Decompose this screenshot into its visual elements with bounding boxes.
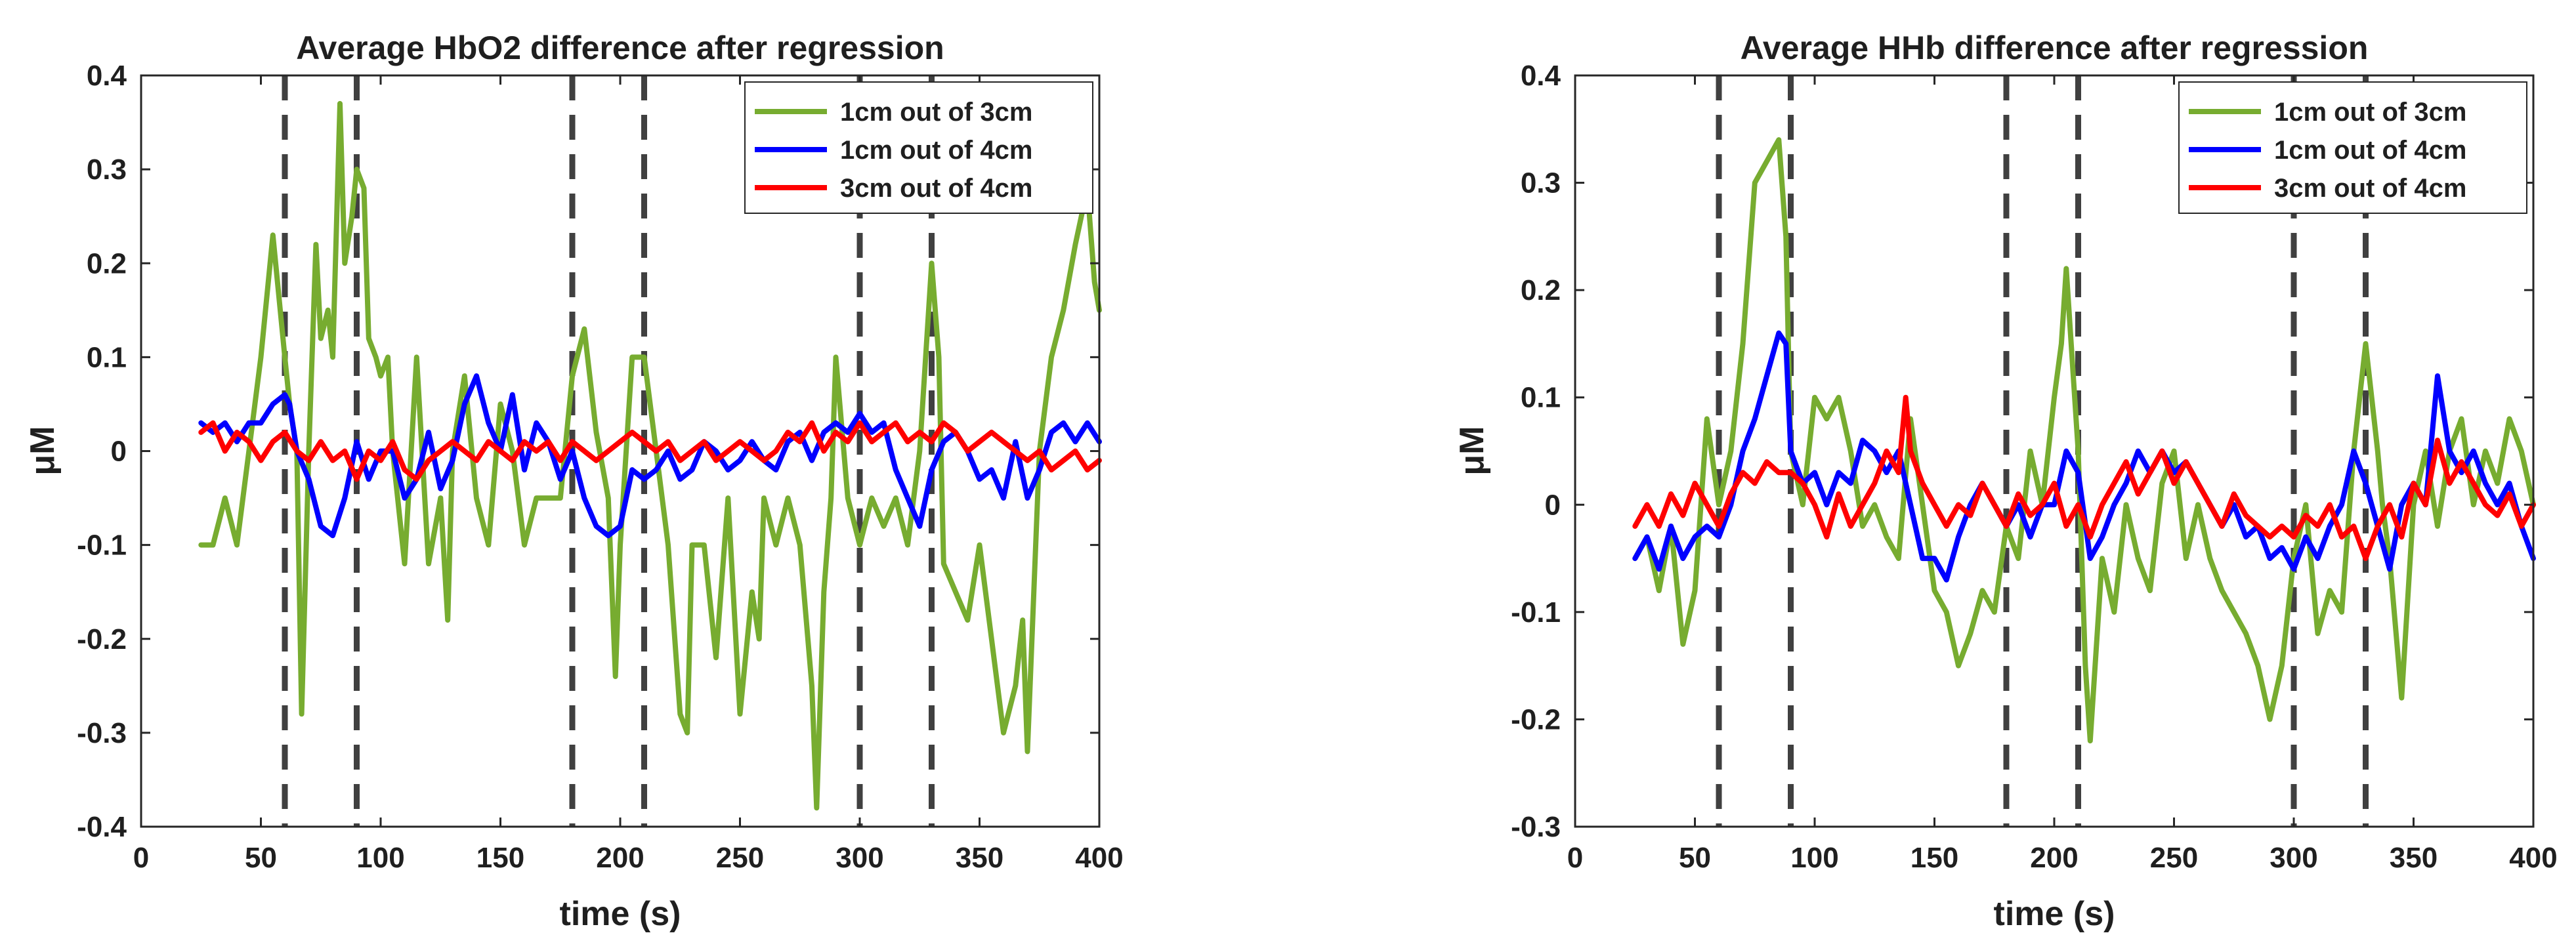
y-tick-label: -0.1 — [1511, 596, 1561, 629]
x-ticks-hbo2: 0 50 100 150 200 250 300 350 400 — [133, 75, 1124, 874]
series-line — [198, 100, 1102, 811]
x-ticks-hhb: 0 50 100 150 200 250 300 350 400 — [1567, 75, 2558, 874]
y-tick-label: 0.2 — [87, 247, 127, 279]
y-axis-label-hhb: μM — [1453, 426, 1491, 475]
series-line — [1632, 137, 2536, 744]
y-ticks-hhb: -0.3 -0.2 -0.1 0 0.1 0.2 0.3 0.4 — [1511, 60, 2533, 843]
y-tick-label: -0.3 — [77, 717, 127, 749]
x-axis-label-hbo2: time (s) — [560, 895, 681, 933]
panel-hbo2: Average HbO2 difference after regression… — [24, 30, 1124, 933]
x-tick-label: 300 — [2270, 842, 2317, 874]
chart-title-hhb: Average HHb difference after regression — [1741, 30, 2369, 66]
panel-hhb: Average HHb difference after regression … — [1453, 30, 2558, 933]
y-tick-label: -0.2 — [77, 623, 127, 655]
y-tick-label: 0.4 — [87, 60, 127, 92]
series-line — [198, 420, 1102, 482]
legend-label: 1cm out of 3cm — [840, 98, 1032, 127]
y-tick-label: 0.1 — [1521, 382, 1561, 414]
series-line — [1632, 330, 2536, 583]
legend-hbo2: 1cm out of 3cm 1cm out of 4cm 3cm out of… — [744, 81, 1093, 214]
y-ticks-hbo2: -0.4 -0.3 -0.2 -0.1 0 0.1 0.2 0.3 0.4 — [77, 60, 1099, 843]
chart-title-hbo2: Average HbO2 difference after regression — [296, 30, 944, 66]
x-tick-label: 300 — [835, 842, 883, 874]
x-tick-label: 100 — [356, 842, 404, 874]
y-tick-label: 0.4 — [1521, 60, 1561, 92]
x-tick-label: 350 — [2390, 842, 2438, 874]
x-tick-label: 0 — [1567, 842, 1583, 874]
y-tick-label: 0.2 — [1521, 274, 1561, 306]
x-tick-label: 150 — [476, 842, 524, 874]
x-tick-label: 250 — [2150, 842, 2198, 874]
y-tick-label: 0 — [111, 436, 127, 468]
x-tick-label: 100 — [1790, 842, 1838, 874]
x-tick-label: 400 — [1075, 842, 1123, 874]
x-tick-label: 50 — [245, 842, 277, 874]
legend-label: 3cm out of 4cm — [2274, 174, 2466, 203]
legend-label: 1cm out of 4cm — [2274, 136, 2466, 165]
x-tick-label: 250 — [716, 842, 764, 874]
y-tick-label: -0.2 — [1511, 703, 1561, 735]
y-tick-label: -0.3 — [1511, 811, 1561, 843]
series-line — [198, 373, 1102, 539]
x-tick-label: 400 — [2509, 842, 2557, 874]
x-tick-label: 0 — [133, 842, 149, 874]
y-tick-label: 0 — [1545, 489, 1561, 521]
y-tick-label: 0.3 — [1521, 167, 1561, 199]
legend-label: 3cm out of 4cm — [840, 174, 1032, 203]
legend-label: 1cm out of 4cm — [840, 136, 1032, 165]
series-lines-hbo2 — [198, 100, 1102, 811]
series-lines-hhb — [1632, 137, 2536, 744]
y-tick-label: -0.4 — [77, 811, 127, 843]
x-tick-label: 200 — [596, 842, 644, 874]
y-tick-label: 0.1 — [87, 341, 127, 373]
x-tick-label: 150 — [1911, 842, 1958, 874]
y-tick-label: 0.3 — [87, 154, 127, 186]
legend-label: 1cm out of 3cm — [2274, 98, 2466, 127]
x-axis-label-hhb: time (s) — [1994, 895, 2115, 933]
y-axis-label-hbo2: μM — [24, 426, 62, 475]
x-tick-label: 350 — [956, 842, 1003, 874]
legend-hhb: 1cm out of 3cm 1cm out of 4cm 3cm out of… — [2178, 81, 2527, 214]
x-tick-label: 200 — [2030, 842, 2078, 874]
series-line — [1632, 394, 2536, 562]
x-tick-label: 50 — [1679, 842, 1711, 874]
y-tick-label: -0.1 — [77, 529, 127, 562]
